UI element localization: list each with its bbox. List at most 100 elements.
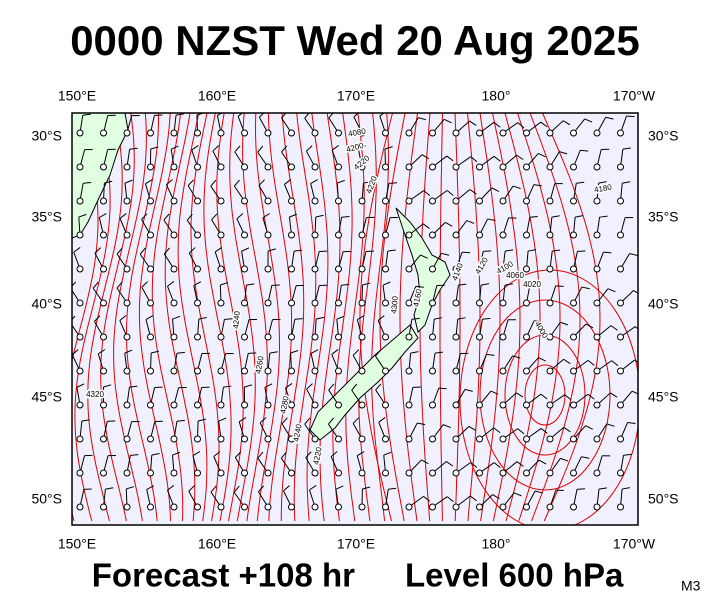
barb-flag	[633, 290, 638, 294]
station	[335, 129, 342, 137]
station	[241, 435, 248, 443]
barb-flag	[220, 282, 229, 286]
wind-barb	[452, 495, 477, 511]
station	[452, 503, 460, 511]
station	[264, 401, 272, 409]
barb-flag	[119, 213, 127, 219]
barb-flag	[236, 213, 244, 220]
wind-barb	[328, 383, 342, 409]
wind-barb	[429, 387, 447, 409]
barb-flag	[191, 145, 199, 151]
wind-barb	[166, 485, 178, 511]
barb-flag	[258, 179, 265, 186]
wind-barb	[452, 425, 477, 443]
barb-flag	[540, 428, 548, 434]
contour	[177, 113, 208, 522]
station	[617, 265, 624, 273]
wind-barb	[570, 425, 593, 443]
station	[405, 469, 413, 477]
station	[523, 469, 530, 477]
barb-flag	[610, 325, 618, 331]
station	[100, 163, 107, 171]
station	[76, 129, 84, 137]
barb-flag	[622, 181, 631, 184]
station	[570, 401, 577, 409]
barb-flag	[76, 383, 85, 388]
station	[217, 435, 225, 443]
station	[570, 367, 577, 375]
station	[147, 469, 154, 477]
station	[429, 367, 436, 375]
wind-barb	[241, 318, 258, 341]
station	[358, 163, 366, 171]
station	[570, 435, 577, 443]
wind-barb	[617, 216, 634, 239]
barb-flag	[491, 187, 500, 193]
station	[405, 265, 413, 273]
wind-barb	[217, 318, 233, 341]
wind-barb	[311, 316, 325, 341]
wind-barb	[147, 114, 163, 137]
station	[311, 503, 319, 511]
station	[147, 129, 154, 137]
barb-flag	[387, 249, 396, 252]
barb-flag	[445, 221, 453, 227]
station	[476, 265, 483, 273]
contour	[504, 113, 541, 522]
station	[452, 469, 460, 477]
barb-flag	[72, 349, 79, 356]
wind-barb	[476, 121, 501, 137]
station	[499, 435, 507, 443]
wind-barb	[617, 421, 636, 443]
barb-flag	[210, 179, 217, 187]
station	[311, 401, 319, 409]
wind-barb	[523, 428, 548, 443]
barb-flag	[198, 316, 207, 320]
wind-barb	[141, 213, 154, 239]
barb-flag	[533, 184, 542, 187]
barb-flag	[237, 113, 244, 117]
wind-barb	[123, 421, 140, 443]
station	[147, 265, 154, 273]
station	[100, 503, 107, 511]
barb-flag	[116, 247, 123, 255]
station	[194, 367, 201, 375]
contour-label: 4240	[231, 310, 242, 329]
wind-barb	[100, 180, 113, 205]
station	[546, 367, 554, 375]
station	[476, 469, 483, 477]
barb-flag	[434, 351, 443, 354]
wind-barb	[593, 423, 615, 443]
barb-flag	[214, 247, 223, 253]
barb-flag	[246, 283, 255, 286]
contour	[138, 113, 171, 522]
station	[429, 197, 436, 205]
station	[382, 469, 389, 477]
station	[100, 129, 107, 137]
barb-flag	[139, 247, 146, 255]
station	[429, 299, 436, 307]
wind-barb	[617, 115, 635, 137]
wind-barb	[546, 151, 568, 171]
barb-flag	[281, 417, 288, 425]
station	[358, 299, 366, 307]
barb-flag	[151, 452, 160, 456]
contour-label: 4060	[506, 271, 524, 280]
station	[288, 503, 295, 511]
station	[499, 299, 507, 307]
wind-barb	[76, 488, 92, 511]
wind-barb	[217, 282, 229, 307]
wind-barb	[170, 451, 181, 477]
barb-flag	[534, 320, 543, 323]
wind-barb	[499, 428, 525, 443]
station	[335, 197, 342, 205]
station	[123, 163, 131, 171]
barb-flag	[516, 461, 524, 467]
barb-flag	[529, 284, 538, 286]
wind-barb	[257, 485, 272, 511]
station	[170, 129, 178, 137]
wind-barb	[288, 249, 303, 273]
station	[147, 503, 154, 511]
station	[429, 129, 436, 137]
barb-flag	[124, 349, 133, 354]
